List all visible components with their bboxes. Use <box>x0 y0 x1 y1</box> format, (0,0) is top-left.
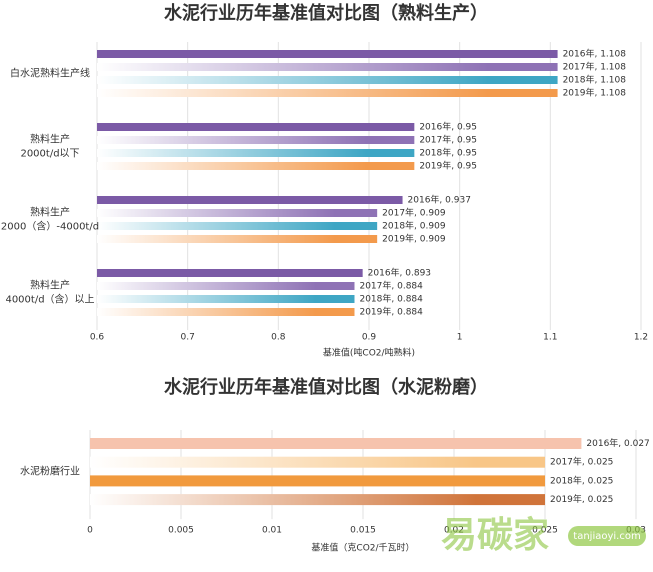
x-axis-label: 基准值（克CO2/千瓦时） <box>311 542 414 554</box>
x-tick-label: 1.2 <box>634 333 648 343</box>
watermark: 易碳家 tanjiaoyi.com <box>441 515 646 556</box>
bar <box>97 50 558 58</box>
category-label: 4000t/d（含）以上 <box>5 293 94 306</box>
watermark-site: tanjiaoyi.com <box>573 531 640 542</box>
data-label: 2018年, 0.884 <box>359 293 423 305</box>
x-tick-label: 0.7 <box>181 333 195 343</box>
category-label: 熟料生产 <box>30 279 70 292</box>
data-label: 2017年, 0.909 <box>382 207 446 219</box>
data-label: 2018年, 0.025 <box>550 474 613 486</box>
x-tick-label: 0.02 <box>444 526 464 536</box>
bar <box>97 269 363 277</box>
data-label: 2019年, 0.909 <box>382 233 446 245</box>
category-label: 2000t/d以下 <box>20 149 79 160</box>
bar <box>97 136 415 144</box>
data-label: 2017年, 0.95 <box>419 134 477 146</box>
data-label: 2019年, 0.025 <box>550 493 613 505</box>
data-label: 2016年, 0.937 <box>408 194 471 206</box>
data-label: 2017年, 0.884 <box>359 280 423 292</box>
x-tick-label: 0.025 <box>532 526 558 536</box>
data-label: 2017年, 0.025 <box>550 456 613 468</box>
bar <box>90 438 582 449</box>
x-tick-label: 0.8 <box>271 333 286 343</box>
chart-title: 水泥行业历年基准值对比图（水泥粉磨） <box>164 376 488 398</box>
category-label: 白水泥熟料生产线 <box>10 67 90 80</box>
data-label: 2019年, 0.95 <box>419 160 477 172</box>
bar <box>97 282 355 290</box>
data-label: 2016年, 1.108 <box>563 48 627 60</box>
bar <box>97 196 403 204</box>
bar <box>97 209 378 217</box>
data-label: 2018年, 1.108 <box>563 74 627 86</box>
watermark-badge <box>568 526 646 546</box>
data-label: 2016年, 0.95 <box>419 121 477 133</box>
data-label: 2017年, 1.108 <box>563 61 627 73</box>
category-label: 2000（含）-4000t/d <box>1 220 99 233</box>
data-label: 2018年, 0.909 <box>382 220 446 232</box>
bar <box>97 89 558 97</box>
x-tick-label: 1.1 <box>543 333 557 343</box>
x-tick-label: 0.9 <box>362 333 377 343</box>
bar <box>90 494 545 506</box>
category-label: 熟料生产 <box>30 133 70 146</box>
x-axis-label: 基准值(吨CO2/吨熟料) <box>323 347 415 359</box>
category-label: 水泥粉磨行业 <box>20 465 80 478</box>
bar <box>97 123 415 131</box>
x-tick-label: 0 <box>87 526 93 536</box>
bar <box>97 222 378 230</box>
bar <box>97 63 558 71</box>
data-label: 2019年, 0.884 <box>359 306 423 318</box>
category-label: 熟料生产 <box>30 206 70 219</box>
data-label: 2016年, 0.893 <box>368 267 431 279</box>
x-tick-label: 0.01 <box>262 526 282 536</box>
bar <box>97 308 355 316</box>
x-tick-label: 0.015 <box>350 526 376 536</box>
bar <box>97 149 415 157</box>
data-label: 2016年, 0.027 <box>586 437 649 449</box>
x-tick-label: 1 <box>457 333 463 343</box>
x-tick-label: 0.6 <box>90 333 105 343</box>
x-tick-label: 0.005 <box>168 526 194 536</box>
bar <box>90 475 545 487</box>
bar <box>97 162 415 170</box>
bar <box>97 76 558 84</box>
bar <box>97 295 355 303</box>
data-label: 2019年, 1.108 <box>563 87 627 99</box>
chart-title: 水泥行业历年基准值对比图（熟料生产） <box>164 2 488 24</box>
bar <box>90 456 545 468</box>
watermark-text: 易碳家 <box>441 515 549 556</box>
bar <box>97 235 378 243</box>
data-label: 2018年, 0.95 <box>419 147 477 159</box>
